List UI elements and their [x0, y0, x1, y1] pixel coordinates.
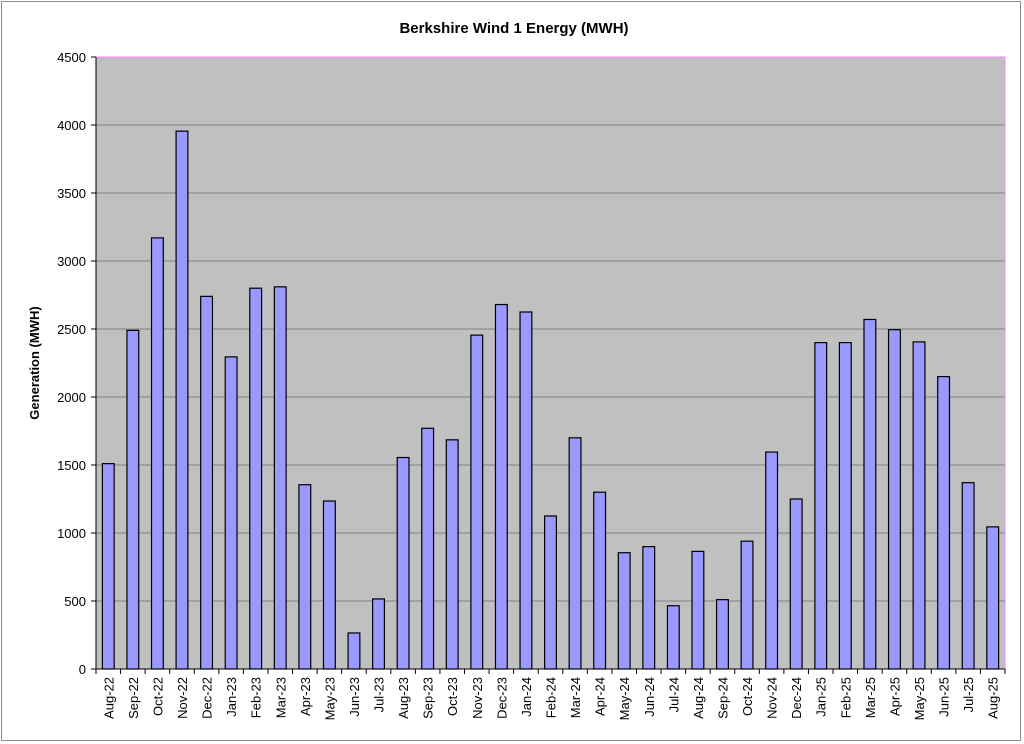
bar-oct-24	[740, 540, 754, 670]
x-tick-label: Dec-22	[200, 677, 215, 719]
x-tick-label: May-25	[912, 677, 927, 720]
x-tick-label: Oct-22	[150, 677, 165, 716]
x-tick-label: Oct-24	[740, 677, 755, 716]
bar-mar-25	[863, 318, 877, 670]
bar-apr-24	[593, 491, 607, 670]
x-tick-label: Sep-22	[126, 677, 141, 719]
x-tick-label: Nov-23	[470, 677, 485, 719]
x-tick-label: Jun-24	[642, 677, 657, 717]
bar-apr-25	[887, 329, 901, 670]
x-tick-label: Jan-25	[814, 677, 829, 717]
y-tick-labels: 0 500 1000 1500 2000 2500 3000 3500 4000 4500	[57, 50, 86, 677]
x-tick-label: Nov-22	[175, 677, 190, 719]
x-tick-label: Feb-23	[249, 677, 264, 718]
y-tick-label: 500	[64, 594, 86, 609]
x-tick-label: Jan-23	[224, 677, 239, 717]
y-axis-label: Generation (MWH)	[27, 306, 42, 419]
y-tick-label: 4000	[57, 118, 86, 133]
y-tick-label: 3000	[57, 254, 86, 269]
bar-may-23	[322, 500, 336, 670]
bar-aug-23	[396, 456, 410, 670]
x-tick-labels: Aug-22 Sep-22 Oct-22 Nov-22 Dec-22 Jan-23 Feb-…	[101, 677, 1000, 720]
y-tick-label: 1000	[57, 526, 86, 541]
bar-feb-25	[838, 342, 852, 670]
bar-nov-22	[175, 130, 189, 670]
y-tick-label: 4500	[57, 50, 86, 65]
chart-title: Berkshire Wind 1 Energy (MWH)	[399, 20, 628, 37]
x-tick-label: Mar-24	[568, 677, 583, 718]
bar-dec-22	[200, 295, 214, 670]
x-tick-label: May-24	[617, 677, 632, 720]
bar-aug-25	[986, 526, 1000, 670]
x-tick-label: Sep-24	[715, 677, 730, 719]
bar-jun-25	[937, 376, 951, 670]
bar-jun-23	[347, 632, 361, 670]
y-tick-label: 1500	[57, 458, 86, 473]
bar-nov-24	[765, 451, 779, 670]
bar-mar-23	[273, 286, 287, 670]
bar-oct-22	[150, 237, 164, 670]
y-tick-label: 2000	[57, 390, 86, 405]
x-tick-label: Aug-24	[691, 677, 706, 719]
x-tick-label: Jun-25	[937, 677, 952, 717]
x-tick-label: Oct-23	[445, 677, 460, 716]
bar-jan-23	[224, 356, 238, 670]
bar-jul-23	[372, 598, 386, 670]
bar-jan-25	[814, 342, 828, 670]
x-tick-label: Aug-25	[986, 677, 1001, 719]
y-tick-label: 3500	[57, 186, 86, 201]
x-tick-label: Mar-25	[863, 677, 878, 718]
bar-jul-25	[961, 482, 975, 670]
x-tick-label: Aug-23	[396, 677, 411, 719]
bar-dec-23	[494, 303, 508, 670]
x-tick-label: Jul-25	[961, 677, 976, 712]
bar-mar-24	[568, 437, 582, 670]
x-tick-label: Apr-23	[298, 677, 313, 716]
bar-sep-24	[715, 599, 729, 670]
bar-sep-23	[421, 427, 435, 670]
bar-jan-24	[519, 311, 533, 670]
x-tick-label: May-23	[322, 677, 337, 720]
x-tick-label: Nov-24	[765, 677, 780, 719]
bar-jun-24	[642, 545, 656, 670]
y-tick-label: 0	[79, 662, 86, 677]
bar-dec-24	[789, 498, 803, 670]
bar-sep-22	[126, 329, 140, 670]
bar-may-24	[617, 552, 631, 670]
axes	[91, 56, 1006, 674]
x-tick-label: Mar-23	[273, 677, 288, 718]
x-tick-label: Feb-24	[544, 677, 559, 718]
bar-feb-23	[249, 287, 263, 670]
bar-feb-24	[543, 515, 557, 670]
bar-oct-23	[445, 439, 459, 670]
x-tick-label: Jul-23	[372, 677, 387, 712]
bar-jul-24	[666, 605, 680, 670]
x-tick-label: Sep-23	[421, 677, 436, 719]
bar-apr-23	[298, 484, 312, 670]
bar-may-25	[912, 341, 926, 670]
x-tick-label: Feb-25	[838, 677, 853, 718]
y-tick-label: 2500	[57, 322, 86, 337]
bar-nov-23	[470, 334, 484, 670]
x-tick-label: Dec-23	[494, 677, 509, 719]
x-tick-label: Jun-23	[347, 677, 362, 717]
x-tick-label: Jul-24	[666, 677, 681, 712]
x-tick-label: Aug-22	[101, 677, 116, 719]
x-tick-label: Apr-24	[593, 677, 608, 716]
bar-aug-22	[101, 463, 115, 670]
x-tick-label: Dec-24	[789, 677, 804, 719]
bar-aug-24	[691, 550, 705, 670]
x-tick-label: Apr-25	[887, 677, 902, 716]
x-tick-label: Jan-24	[519, 677, 534, 717]
